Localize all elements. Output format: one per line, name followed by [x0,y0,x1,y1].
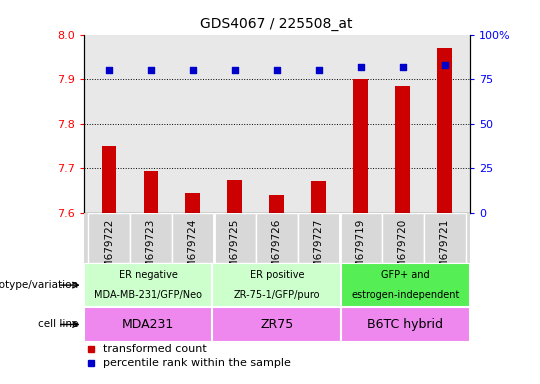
Text: GSM679719: GSM679719 [356,219,366,283]
Bar [395,86,410,213]
Text: cell line: cell line [38,319,78,329]
Text: GSM679726: GSM679726 [272,219,282,283]
Bar [340,213,382,263]
Text: ZR-75-1/GFP/puro: ZR-75-1/GFP/puro [233,290,320,300]
Text: ER negative: ER negative [119,270,178,280]
Bar [212,263,341,307]
Bar [424,213,465,263]
Text: MDA-MB-231/GFP/Neo: MDA-MB-231/GFP/Neo [94,290,202,300]
Bar [102,146,116,213]
Bar [212,307,341,342]
Text: GSM679727: GSM679727 [314,219,323,283]
Bar [214,213,256,263]
Point [273,67,281,73]
Text: GSM679723: GSM679723 [146,219,156,283]
Bar [144,171,158,213]
Text: ZR75: ZR75 [260,318,293,331]
Bar [84,307,212,342]
Bar [172,213,214,263]
Text: transformed count: transformed count [103,344,207,354]
Title: GDS4067 / 225508_at: GDS4067 / 225508_at [200,17,353,31]
Bar [312,181,326,213]
Text: ER positive: ER positive [249,270,304,280]
Bar [84,263,212,307]
Point [188,67,197,73]
Bar [269,195,284,213]
Point [440,62,449,68]
Text: GSM679720: GSM679720 [397,219,408,282]
Text: GSM679722: GSM679722 [104,219,114,283]
Bar [84,213,470,263]
Text: GSM679725: GSM679725 [230,219,240,283]
Text: GFP+ and: GFP+ and [381,270,430,280]
Point [399,64,407,70]
Point [231,67,239,73]
Point [314,67,323,73]
Bar [88,213,130,263]
Bar [185,193,200,213]
Point [105,67,113,73]
Bar [382,213,424,263]
Point [146,67,155,73]
Point [356,64,365,70]
Text: B6TC hybrid: B6TC hybrid [367,318,443,331]
Bar [298,213,340,263]
Bar [341,263,470,307]
Bar [227,180,242,213]
Bar [437,48,452,213]
Text: percentile rank within the sample: percentile rank within the sample [103,358,291,368]
Text: estrogen-independent: estrogen-independent [351,290,460,300]
Bar [341,307,470,342]
Text: genotype/variation: genotype/variation [0,280,78,290]
Text: GSM679721: GSM679721 [440,219,450,283]
Bar [130,213,172,263]
Bar [256,213,298,263]
Text: GSM679724: GSM679724 [188,219,198,283]
Bar [353,79,368,213]
Text: MDA231: MDA231 [122,318,174,331]
